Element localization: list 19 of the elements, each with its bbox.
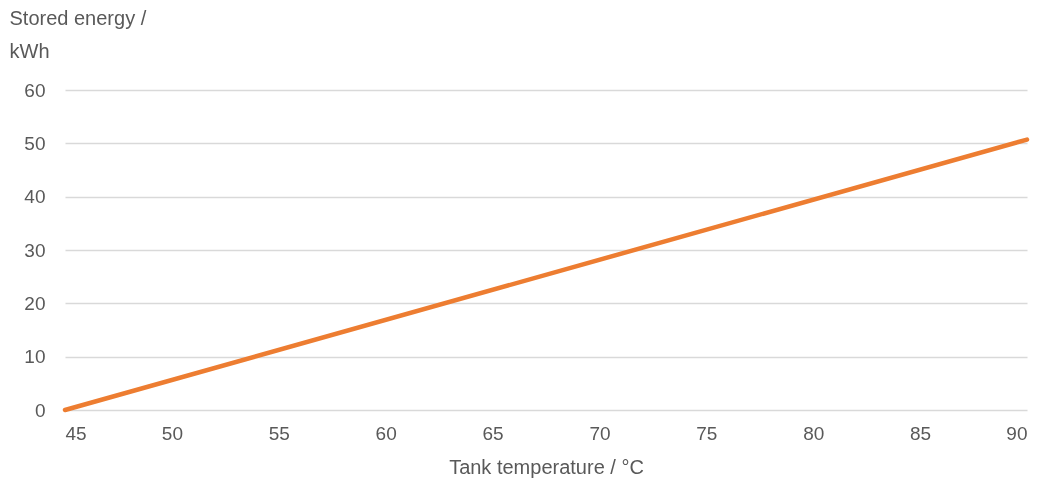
y-tick-label: 60: [24, 79, 46, 101]
y-tick-label: 30: [24, 239, 46, 261]
x-tick-label: 80: [803, 422, 825, 444]
x-tick-label: 65: [482, 422, 504, 444]
y-tick-label: 10: [24, 346, 46, 368]
y-tick-label: 20: [24, 292, 46, 314]
y-tick-label: 50: [24, 132, 46, 154]
x-axis-title: Tank temperature / °C: [449, 455, 644, 478]
y-axis-title: Stored energy / kWh: [9, 6, 147, 62]
x-tick-label: 50: [161, 422, 183, 444]
y-tick-label: 40: [24, 186, 46, 208]
x-tick-label: 60: [375, 422, 397, 444]
y-tick-label: 0: [34, 399, 46, 421]
x-tick-label: 75: [696, 422, 718, 444]
x-tick-label: 85: [910, 422, 932, 444]
x-tick-label: 70: [589, 422, 611, 444]
x-tick-label: 90: [1006, 422, 1028, 444]
x-tick-label: 45: [65, 422, 87, 444]
x-tick-label: 55: [268, 422, 290, 444]
